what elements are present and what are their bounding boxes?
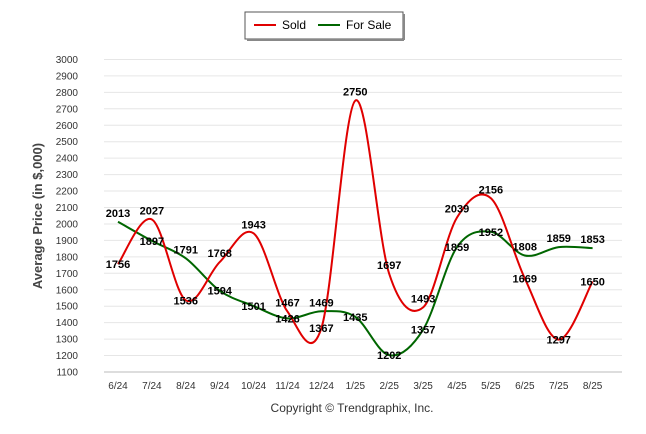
data-label-sold: 1943 <box>241 219 265 231</box>
data-label-for-sale: 1202 <box>377 350 401 362</box>
y-tick-label: 2400 <box>56 154 79 165</box>
data-label-sold: 1697 <box>377 260 401 272</box>
y-tick-label: 2600 <box>56 121 79 132</box>
x-tick-label: 9/24 <box>210 381 230 392</box>
legend-label-for-sale: For Sale <box>346 18 392 32</box>
x-tick-label: 1/25 <box>346 381 366 392</box>
data-label-for-sale: 1952 <box>479 227 503 239</box>
y-tick-label: 2800 <box>56 88 79 99</box>
data-label-for-sale: 1426 <box>275 313 299 325</box>
x-tick-label: 3/25 <box>413 381 433 392</box>
data-label-sold: 2039 <box>445 204 469 216</box>
data-label-for-sale: 1897 <box>140 236 164 248</box>
y-tick-label: 2500 <box>56 137 79 148</box>
data-label-sold: 1536 <box>174 295 198 307</box>
y-tick-label: 2700 <box>56 104 79 115</box>
data-label-for-sale: 1853 <box>580 234 604 246</box>
data-label-sold: 1467 <box>275 298 299 310</box>
data-label-for-sale: 1791 <box>174 244 198 256</box>
series-lines <box>117 99 594 357</box>
data-label-sold: 2156 <box>479 184 503 196</box>
grid-lines <box>104 58 622 357</box>
data-label-for-sale: 2013 <box>106 208 130 220</box>
y-tick-label: 1600 <box>56 285 79 296</box>
x-tick-label: 12/24 <box>309 381 334 392</box>
y-tick-label: 2900 <box>56 71 79 82</box>
data-label-for-sale: 1357 <box>411 325 435 337</box>
data-label-sold: 1756 <box>106 259 130 271</box>
x-tick-label: 8/25 <box>583 381 603 392</box>
data-label-sold: 1650 <box>580 277 604 289</box>
y-tick-label: 1400 <box>56 318 79 329</box>
x-tick-label: 6/25 <box>515 381 535 392</box>
y-tick-label: 2000 <box>56 219 79 230</box>
y-tick-label: 2300 <box>56 170 79 181</box>
data-label-for-sale: 1435 <box>343 312 367 324</box>
y-tick-label: 1800 <box>56 252 79 263</box>
x-tick-labels: 6/24 7/24 8/24 9/24 10/24 11/24 12/24 1/25 2/25 3… <box>108 381 603 392</box>
x-tick-label: 4/25 <box>447 381 467 392</box>
x-tick-label: 7/24 <box>142 381 162 392</box>
data-label-for-sale: 1859 <box>445 242 469 254</box>
data-label-sold: 2750 <box>343 87 367 99</box>
x-tick-label: 2/25 <box>379 381 399 392</box>
data-label-for-sale: 1501 <box>241 301 265 313</box>
data-label-for-sale: 1594 <box>207 286 232 298</box>
y-tick-label: 1500 <box>56 302 79 313</box>
data-label-for-sale: 1469 <box>309 297 333 309</box>
data-label-sold: 1493 <box>411 293 435 305</box>
data-label-sold: 2027 <box>140 206 164 218</box>
y-tick-label: 1900 <box>56 236 79 247</box>
legend-label-sold: Sold <box>282 18 306 32</box>
x-tick-label: 11/24 <box>275 381 300 392</box>
data-label-sold: 1297 <box>546 335 570 347</box>
x-tick-label: 8/24 <box>176 381 196 392</box>
y-tick-label: 2200 <box>56 187 79 198</box>
data-label-for-sale: 1859 <box>546 233 570 245</box>
y-tick-label: 1100 <box>56 368 78 379</box>
legend: Sold For Sale <box>244 11 405 41</box>
data-label-sold: 1669 <box>513 273 537 285</box>
data-label-for-sale: 1808 <box>513 242 537 254</box>
data-label-sold: 1367 <box>309 323 333 335</box>
x-tick-label: 10/24 <box>241 381 266 392</box>
y-tick-label: 1700 <box>56 269 79 280</box>
x-tick-label: 7/25 <box>549 381 569 392</box>
data-labels: 1756 2027 1536 1768 1943 1467 1367 2750 1697 1493… <box>106 87 605 363</box>
y-tick-label: 2100 <box>56 203 79 214</box>
x-tick-label: 5/25 <box>481 381 501 392</box>
x-tick-label: 6/24 <box>108 381 128 392</box>
y-tick-labels: 1100 1200 1300 1400 1500 1600 1700 1800 1900 2000… <box>56 55 79 379</box>
series-line-sold <box>117 99 594 345</box>
y-axis-label: Average Price (in $,000) <box>30 143 45 289</box>
data-label-sold: 1768 <box>207 248 231 260</box>
y-tick-label: 1200 <box>56 351 79 362</box>
copyright-footer: Copyright © Trendgraphix, Inc. <box>271 401 434 415</box>
y-tick-label: 1300 <box>56 335 79 346</box>
y-tick-label: 3000 <box>56 55 79 66</box>
